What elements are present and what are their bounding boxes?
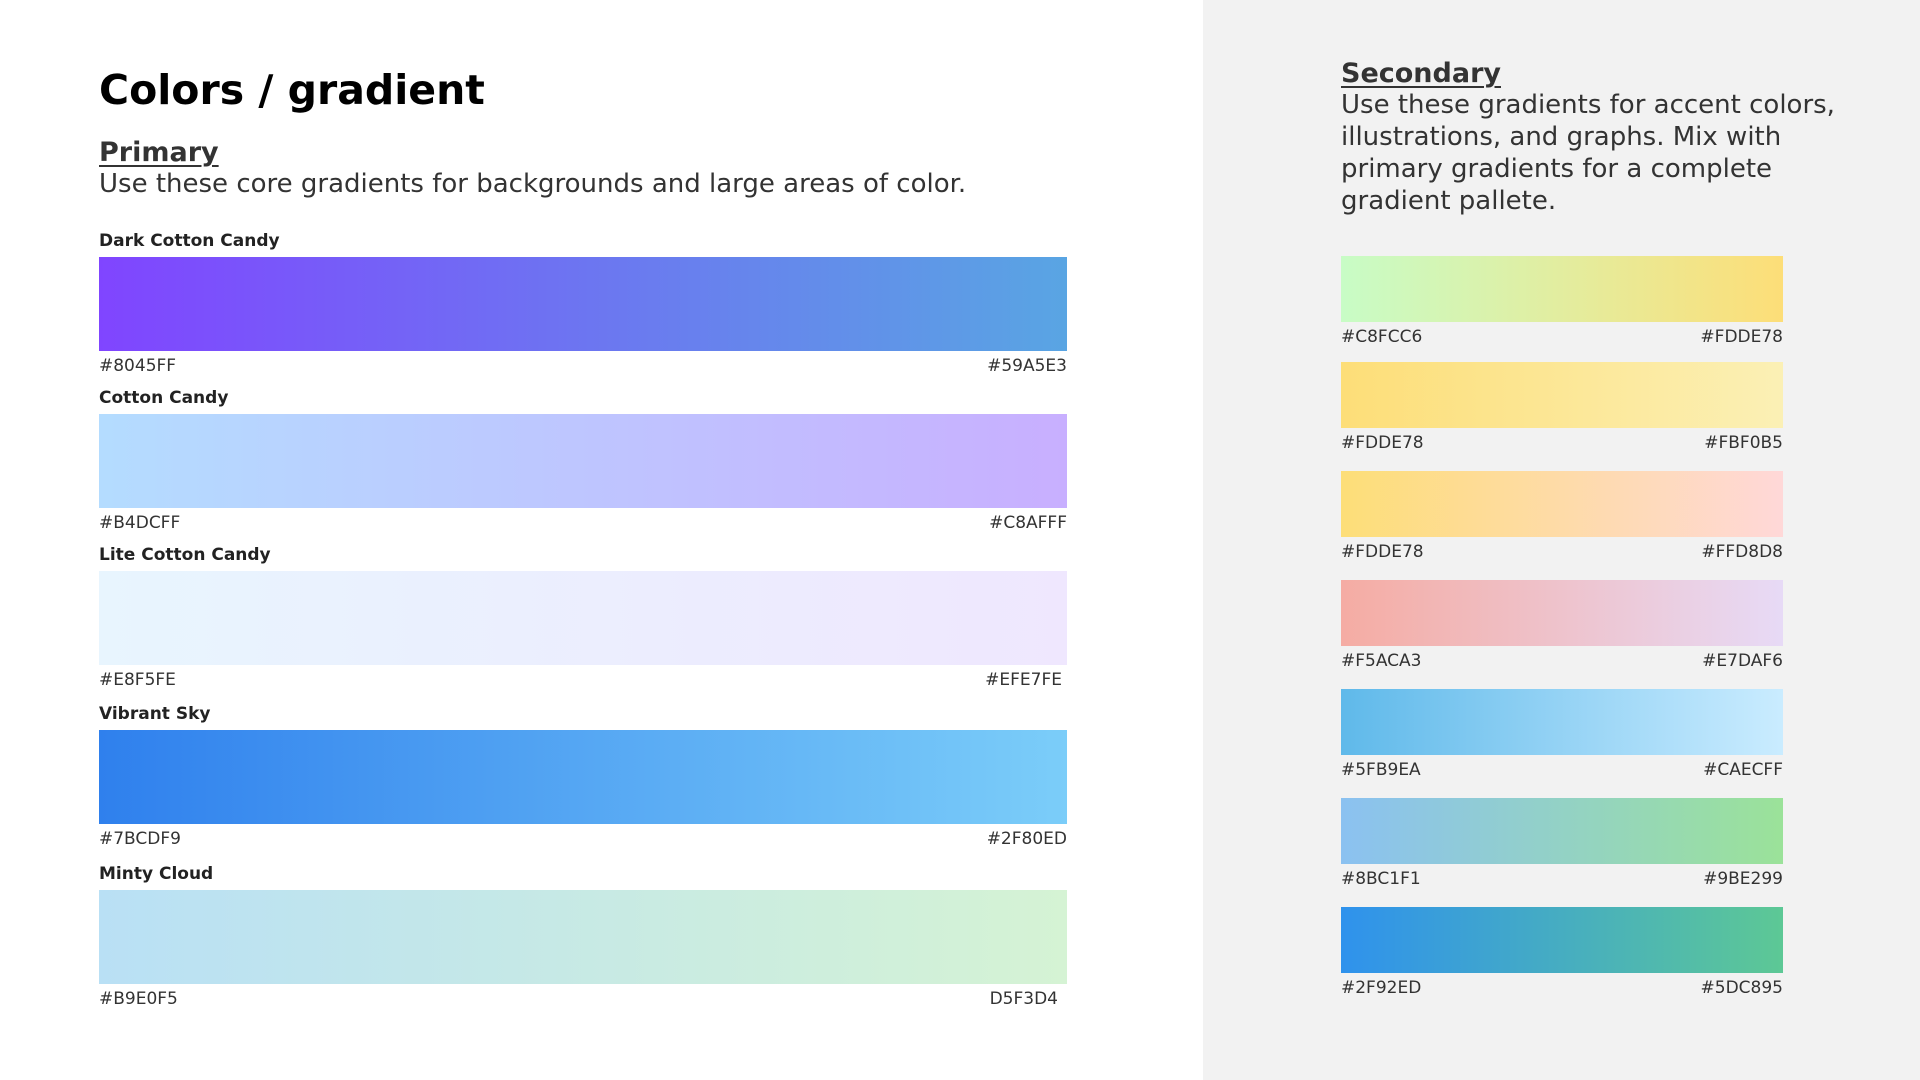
gradient-end-hex: #FFD8D8 [1701, 542, 1783, 562]
primary-description: Use these core gradients for backgrounds… [99, 169, 967, 199]
secondary-gradient-item: #FDDE78 #FFD8D8 [1341, 471, 1783, 562]
gradient-start-hex: #7BCDF9 [99, 829, 181, 849]
gradient-end-hex: #59A5E3 [987, 356, 1067, 376]
gradient-name: Vibrant Sky [99, 704, 211, 724]
secondary-gradient-item: #5FB9EA #CAECFF [1341, 689, 1783, 780]
gradient-name: Dark Cotton Candy [99, 231, 280, 251]
gradient-end-hex: #FBF0B5 [1704, 433, 1783, 453]
gradient-swatch [99, 730, 1067, 824]
gradient-swatch [99, 257, 1067, 351]
gradient-start-hex: #2F92ED [1341, 978, 1422, 998]
primary-gradient-item: Minty Cloud #B9E0F5 D5F3D4 [99, 864, 1067, 1009]
secondary-gradient-item: #2F92ED #5DC895 [1341, 907, 1783, 998]
gradient-start-hex: #C8FCC6 [1341, 327, 1423, 347]
page-title: Colors / gradient [99, 66, 485, 114]
gradient-swatch [99, 414, 1067, 508]
gradient-start-hex: #B4DCFF [99, 513, 181, 533]
gradient-swatch [1341, 798, 1783, 864]
gradient-end-hex: #5DC895 [1700, 978, 1783, 998]
gradient-end-hex: #9BE299 [1703, 869, 1783, 889]
gradient-name: Minty Cloud [99, 864, 214, 884]
gradient-start-hex: #F5ACA3 [1341, 651, 1422, 671]
gradient-end-hex: #2F80ED [986, 829, 1067, 849]
gradient-start-hex: #B9E0F5 [99, 989, 178, 1009]
primary-gradient-item: Dark Cotton Candy #8045FF #59A5E3 [99, 231, 1067, 376]
gradient-end-hex: D5F3D4 [989, 989, 1058, 1009]
primary-heading: Primary [99, 137, 219, 168]
secondary-gradient-item: #8BC1F1 #9BE299 [1341, 798, 1783, 889]
gradient-swatch [99, 890, 1067, 984]
gradient-end-hex: #EFE7FE [985, 670, 1062, 690]
gradient-start-hex: #5FB9EA [1341, 760, 1421, 780]
gradient-end-hex: #E7DAF6 [1702, 651, 1783, 671]
gradient-end-hex: #CAECFF [1703, 760, 1783, 780]
gradient-start-hex: #8BC1F1 [1341, 869, 1421, 889]
gradient-swatch [1341, 362, 1783, 428]
gradient-start-hex: #FDDE78 [1341, 542, 1424, 562]
gradient-start-hex: #E8F5FE [99, 670, 176, 690]
gradient-end-hex: #FDDE78 [1700, 327, 1783, 347]
primary-gradient-item: Vibrant Sky #7BCDF9 #2F80ED [99, 704, 1067, 849]
secondary-gradient-item: #F5ACA3 #E7DAF6 [1341, 580, 1783, 671]
gradient-swatch [1341, 580, 1783, 646]
secondary-gradient-item: #FDDE78 #FBF0B5 [1341, 362, 1783, 453]
gradient-name: Lite Cotton Candy [99, 545, 271, 565]
gradient-swatch [1341, 471, 1783, 537]
gradient-start-hex: #8045FF [99, 356, 177, 376]
gradient-swatch [99, 571, 1067, 665]
primary-gradient-item: Lite Cotton Candy #E8F5FE #EFE7FE [99, 545, 1067, 690]
secondary-description: Use these gradients for accent colors, i… [1341, 90, 1835, 216]
gradient-start-hex: #FDDE78 [1341, 433, 1424, 453]
secondary-panel [1203, 0, 1920, 1080]
primary-gradient-item: Cotton Candy #B4DCFF #C8AFFF [99, 388, 1067, 533]
secondary-gradient-item: #C8FCC6 #FDDE78 [1341, 256, 1783, 347]
gradient-end-hex: #C8AFFF [989, 513, 1067, 533]
gradient-name: Cotton Candy [99, 388, 229, 408]
gradient-swatch [1341, 907, 1783, 973]
gradient-swatch [1341, 256, 1783, 322]
secondary-heading: Secondary [1341, 58, 1501, 89]
gradient-swatch [1341, 689, 1783, 755]
